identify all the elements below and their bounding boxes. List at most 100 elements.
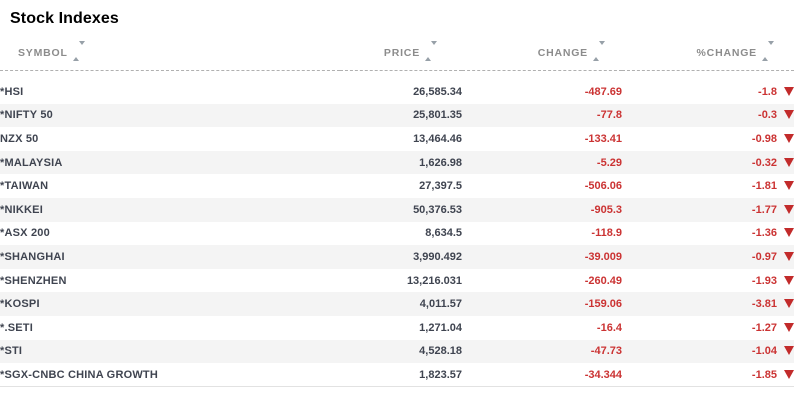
stock-indexes-table: SYMBOL PRICE CHANGE %CHANGE *HSI 26,585.…: [0, 40, 794, 388]
symbol-cell[interactable]: *NIKKEI: [0, 203, 43, 216]
table-row: *.SETI 1,271.04 -16.4 -1.27: [0, 316, 794, 340]
price-cell: 13,216.031: [406, 274, 462, 287]
column-header-pct-change-label: %CHANGE: [696, 46, 757, 59]
page-title: Stock Indexes: [10, 10, 119, 27]
down-triangle-icon: [784, 86, 794, 96]
sort-up-down-icon[interactable]: [593, 41, 605, 62]
symbol-cell[interactable]: *HSI: [0, 85, 24, 98]
sort-up-down-icon[interactable]: [72, 41, 85, 62]
table-row: *KOSPI 4,011.57 -159.06 -3.81: [0, 292, 794, 316]
column-header-symbol-label: SYMBOL: [18, 46, 68, 59]
pct-change-value: -1.93: [751, 274, 777, 287]
pct-change-cell: -3.81: [622, 292, 794, 316]
price-cell: 27,397.5: [419, 180, 462, 193]
pct-change-cell: -0.3: [622, 104, 794, 128]
down-triangle-icon: [784, 133, 794, 143]
table-header: SYMBOL PRICE CHANGE %CHANGE: [0, 40, 794, 71]
down-triangle-icon: [784, 181, 794, 191]
column-header-change[interactable]: CHANGE: [462, 40, 622, 71]
change-cell: -487.69: [584, 85, 622, 98]
pct-change-cell: -1.81: [622, 174, 794, 198]
symbol-cell[interactable]: *NIFTY 50: [0, 109, 53, 122]
price-cell: 4,011.57: [419, 298, 462, 311]
symbol-cell[interactable]: *STI: [0, 345, 23, 358]
price-cell: 25,801.35: [413, 109, 462, 122]
down-triangle-icon: [784, 157, 794, 167]
price-cell: 4,528.18: [419, 345, 462, 358]
table-row: *SHENZHEN 13,216.031 -260.49 -1.93: [0, 269, 794, 293]
pct-change-value: -1.27: [751, 321, 777, 334]
pct-change-value: -1.8: [758, 85, 777, 98]
symbol-cell[interactable]: NZX 50: [0, 132, 39, 145]
down-triangle-icon: [784, 346, 794, 356]
change-cell: -5.29: [596, 156, 622, 169]
table-row: *ASX 200 8,634.5 -118.9 -1.36: [0, 222, 794, 246]
pct-change-value: -1.77: [751, 203, 777, 216]
symbol-cell[interactable]: *SHENZHEN: [0, 274, 67, 287]
change-cell: -39.009: [584, 250, 622, 263]
pct-change-cell: -1.85: [622, 363, 794, 387]
down-triangle-icon: [784, 322, 794, 332]
pct-change-value: -1.85: [751, 368, 777, 381]
pct-change-cell: -0.98: [622, 127, 794, 151]
change-cell: -133.41: [584, 132, 622, 145]
pct-change-value: -3.81: [751, 298, 777, 311]
price-cell: 26,585.34: [413, 85, 462, 98]
table-body: *HSI 26,585.34 -487.69 -1.8 *NIFTY 50 25…: [0, 70, 794, 387]
change-cell: -47.73: [590, 345, 622, 358]
symbol-cell[interactable]: *SGX-CNBC CHINA GROWTH: [0, 368, 158, 381]
symbol-cell[interactable]: *ASX 200: [0, 227, 50, 240]
column-header-price-label: PRICE: [383, 46, 420, 59]
symbol-cell[interactable]: *MALAYSIA: [0, 156, 63, 169]
table-row: *MALAYSIA 1,626.98 -5.29 -0.32: [0, 150, 794, 175]
table-row: *STI 4,528.18 -47.73 -1.04: [0, 339, 794, 364]
down-triangle-icon: [784, 299, 794, 309]
symbol-cell[interactable]: *SHANGHAI: [0, 250, 65, 263]
change-cell: -34.344: [584, 368, 622, 381]
pct-change-value: -0.97: [751, 250, 777, 263]
pct-change-cell: -0.32: [622, 151, 794, 175]
header-row: SYMBOL PRICE CHANGE %CHANGE: [0, 40, 794, 71]
price-cell: 3,990.492: [413, 250, 462, 263]
pct-change-value: -0.32: [751, 156, 777, 169]
pct-change-cell: -1.77: [622, 198, 794, 222]
stock-indexes-widget: Stock Indexes SYMBOL PRICE CHANGE %CHANG…: [0, 0, 794, 388]
down-triangle-icon: [784, 204, 794, 214]
price-cell: 50,376.53: [413, 203, 462, 216]
symbol-cell[interactable]: *TAIWAN: [0, 180, 49, 193]
sort-up-down-icon[interactable]: [425, 41, 437, 62]
table-row: *NIKKEI 50,376.53 -905.3 -1.77: [0, 197, 794, 222]
pct-change-cell: -1.36: [622, 222, 794, 246]
down-triangle-icon: [784, 228, 794, 238]
pct-change-cell: -1.27: [622, 316, 794, 340]
table-row: *TAIWAN 27,397.5 -506.06 -1.81: [0, 174, 794, 198]
down-triangle-icon: [784, 369, 794, 379]
symbol-cell[interactable]: *.SETI: [0, 321, 33, 334]
pct-change-cell: -1.04: [622, 340, 794, 364]
price-cell: 1,271.04: [419, 321, 462, 334]
sort-up-down-icon[interactable]: [762, 41, 774, 62]
symbol-cell[interactable]: *KOSPI: [0, 298, 40, 311]
pct-change-value: -0.3: [758, 109, 777, 122]
table-row: *SHANGHAI 3,990.492 -39.009 -0.97: [0, 245, 794, 269]
pct-change-cell: -0.97: [622, 245, 794, 269]
table-row: *NIFTY 50 25,801.35 -77.8 -0.3: [0, 103, 794, 128]
change-cell: -506.06: [584, 180, 622, 193]
price-cell: 8,634.5: [425, 227, 462, 240]
title-bar: Stock Indexes: [0, 0, 794, 40]
change-cell: -905.3: [590, 203, 622, 216]
pct-change-value: -1.81: [751, 180, 777, 193]
change-cell: -77.8: [596, 109, 622, 122]
spacer-row: [0, 70, 794, 80]
column-header-price[interactable]: PRICE: [340, 40, 462, 71]
pct-change-value: -1.04: [751, 345, 777, 358]
price-cell: 1,626.98: [419, 156, 462, 169]
column-header-pct-change[interactable]: %CHANGE: [622, 40, 794, 71]
table-row: NZX 50 13,464.46 -133.41 -0.98: [0, 127, 794, 151]
column-header-change-label: CHANGE: [537, 46, 588, 59]
table-row: *SGX-CNBC CHINA GROWTH 1,823.57 -34.344 …: [0, 363, 794, 387]
change-cell: -118.9: [591, 227, 622, 240]
pct-change-value: -0.98: [751, 132, 777, 145]
column-header-symbol[interactable]: SYMBOL: [0, 40, 340, 71]
down-triangle-icon: [784, 275, 794, 285]
